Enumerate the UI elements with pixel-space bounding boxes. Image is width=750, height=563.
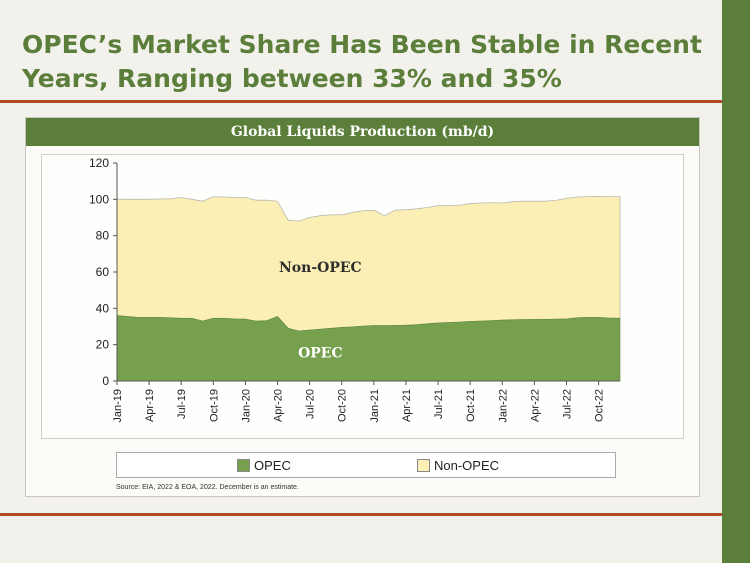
y-tick-label: 0 bbox=[102, 374, 109, 388]
legend-item-non-opec: Non-OPEC bbox=[417, 458, 499, 473]
chart-header: Global Liquids Production (mb/d) bbox=[26, 118, 699, 146]
series-area-opec bbox=[116, 315, 621, 382]
chart-legend: OPEC Non-OPEC bbox=[116, 452, 616, 478]
x-tick-label: Jan-20 bbox=[240, 389, 252, 423]
y-tick-label: 20 bbox=[96, 338, 110, 352]
x-tick-label: Jul-21 bbox=[433, 389, 445, 419]
series-area-non-opec bbox=[116, 195, 621, 332]
x-tick-label: Apr-21 bbox=[401, 389, 413, 422]
x-tick-label: Jan-21 bbox=[369, 389, 381, 423]
y-tick-label: 40 bbox=[96, 301, 110, 315]
slide-title: OPEC’s Market Share Has Been Stable in R… bbox=[22, 30, 702, 93]
y-tick-label: 100 bbox=[89, 192, 109, 206]
chart-annotations: Non-OPEC OPEC bbox=[279, 260, 362, 361]
area-chart: 0 20 40 60 80 100 120 Jan-19 Apr-19 Jul-19 Oct-19 J… bbox=[89, 156, 621, 423]
title-divider bbox=[0, 100, 722, 103]
x-tick-label: Oct-20 bbox=[337, 389, 349, 422]
legend-item-opec: OPEC bbox=[237, 458, 291, 473]
x-tick-label: Apr-19 bbox=[144, 389, 156, 422]
legend-label-non-opec: Non-OPEC bbox=[434, 458, 500, 473]
footer-divider bbox=[0, 513, 722, 516]
annotation-non-opec: Non-OPEC bbox=[279, 260, 362, 276]
chart-areas bbox=[116, 195, 621, 382]
chart-panel: Global Liquids Production (mb/d) 0 20 40 60… bbox=[25, 117, 700, 497]
x-tick-label: Jul-20 bbox=[305, 389, 317, 419]
source-note: Source: EIA, 2022 & EOA, 2022. December … bbox=[116, 484, 299, 491]
legend-label-opec: OPEC bbox=[254, 458, 291, 473]
x-tick-label: Oct-21 bbox=[465, 389, 477, 422]
x-tick-label: Jan-22 bbox=[497, 389, 509, 423]
right-accent-stripe bbox=[722, 0, 750, 563]
x-tick-label: Apr-20 bbox=[273, 389, 285, 422]
annotation-opec: OPEC bbox=[298, 345, 343, 361]
x-tick-label: Apr-22 bbox=[529, 389, 541, 422]
x-tick-label: Jul-22 bbox=[561, 389, 573, 419]
y-tick-label: 80 bbox=[96, 229, 110, 243]
x-tick-label: Jul-19 bbox=[176, 389, 188, 419]
x-tick-label: Jan-19 bbox=[112, 389, 124, 423]
y-tick-label: 120 bbox=[89, 156, 109, 170]
chart-axes: 0 20 40 60 80 100 120 Jan-19 Apr-19 Jul-19 Oct-19 J… bbox=[89, 156, 620, 423]
x-tick-label: Oct-19 bbox=[208, 389, 220, 422]
non-opec-swatch bbox=[417, 459, 430, 472]
y-tick-label: 60 bbox=[96, 265, 110, 279]
opec-swatch bbox=[237, 459, 250, 472]
x-tick-label: Oct-22 bbox=[594, 389, 606, 422]
